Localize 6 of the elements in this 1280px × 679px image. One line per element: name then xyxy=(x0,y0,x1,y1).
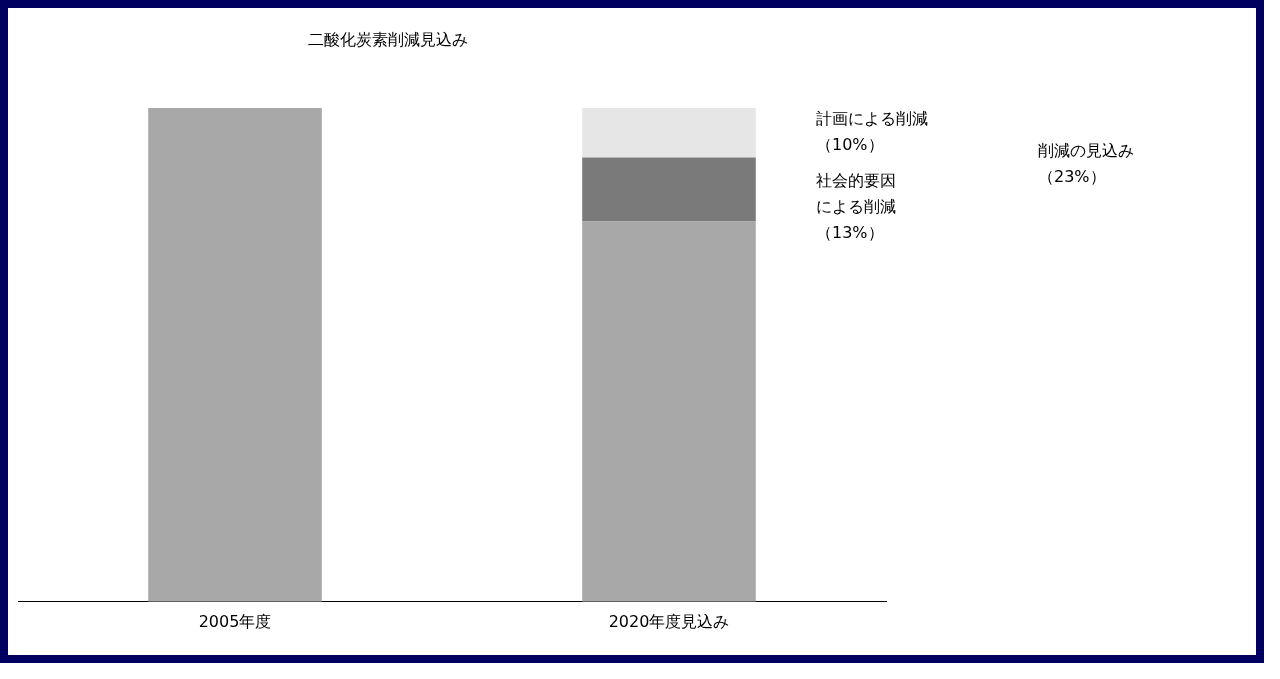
annotation: 計画による削減（10%） xyxy=(816,108,929,156)
text: 削減の見込み（23%） xyxy=(1038,140,1135,188)
annotation: 社会的要因による削減（13%） xyxy=(816,170,897,244)
chart-title: 二酸化炭素削減見込み xyxy=(308,30,468,51)
x-tick-label: 2005年度 xyxy=(198,611,272,631)
x-tick-label: 2020年度見込み xyxy=(608,611,730,631)
